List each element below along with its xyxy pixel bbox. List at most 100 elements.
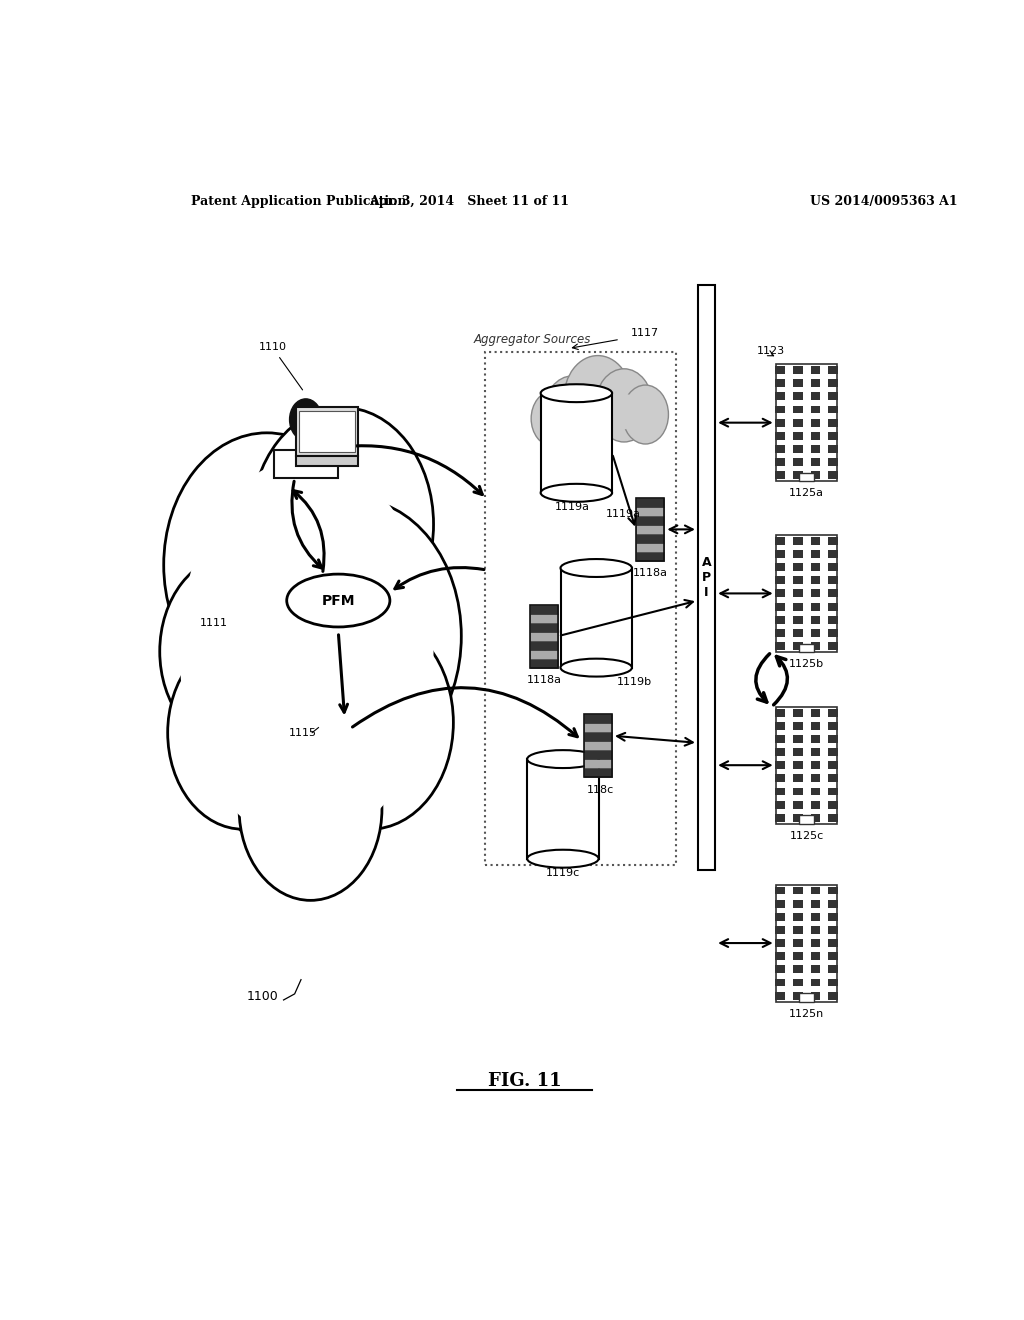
Bar (793, 735, 803, 743)
Bar (775, 762, 784, 770)
Circle shape (563, 355, 632, 444)
Bar (811, 471, 820, 479)
Bar (811, 709, 820, 717)
Bar (811, 445, 820, 453)
Bar (828, 952, 838, 960)
Bar (811, 432, 820, 440)
Bar (811, 900, 820, 908)
Bar (793, 577, 803, 585)
Text: 1111: 1111 (200, 618, 227, 628)
Bar (811, 913, 820, 921)
Bar (529, 605, 558, 668)
Bar (775, 564, 784, 572)
Text: A
P
I: A P I (701, 556, 712, 599)
Bar (775, 628, 784, 636)
Bar (775, 577, 784, 585)
Bar (828, 550, 838, 558)
Bar (811, 458, 820, 466)
Bar (811, 814, 820, 822)
Bar (793, 445, 803, 453)
Ellipse shape (541, 484, 612, 502)
Bar (811, 564, 820, 572)
Bar (775, 952, 784, 960)
Bar (529, 659, 558, 668)
Bar (793, 405, 803, 413)
Bar (828, 445, 838, 453)
Bar (584, 714, 612, 777)
Bar (636, 525, 665, 533)
Bar (636, 498, 665, 561)
Circle shape (160, 554, 310, 748)
Bar (811, 762, 820, 770)
Circle shape (240, 718, 382, 900)
Bar (529, 623, 558, 631)
Bar (793, 418, 803, 426)
Bar (811, 537, 820, 545)
Bar (775, 775, 784, 783)
Bar (811, 978, 820, 986)
Bar (793, 748, 803, 756)
Bar (775, 405, 784, 413)
Bar (793, 366, 803, 374)
Text: 1125b: 1125b (788, 659, 824, 669)
Bar (775, 913, 784, 921)
Bar (828, 887, 838, 895)
Bar (775, 978, 784, 986)
Polygon shape (274, 450, 338, 478)
Bar (793, 550, 803, 558)
Bar (793, 615, 803, 623)
Circle shape (187, 524, 386, 779)
Bar (793, 801, 803, 809)
Bar (636, 543, 665, 552)
Bar (775, 788, 784, 796)
Bar (828, 925, 838, 933)
Bar (828, 735, 838, 743)
Bar (485, 351, 676, 865)
Bar (811, 801, 820, 809)
Bar (828, 603, 838, 611)
Bar (811, 952, 820, 960)
Text: 1118a: 1118a (633, 568, 668, 578)
Circle shape (544, 376, 601, 449)
Bar (828, 748, 838, 756)
Bar (697, 285, 715, 870)
Bar (799, 644, 814, 652)
Text: 1125a: 1125a (790, 488, 824, 499)
Text: 1115: 1115 (289, 727, 316, 738)
Bar (793, 590, 803, 598)
Bar (828, 432, 838, 440)
Bar (775, 814, 784, 822)
Bar (828, 615, 838, 623)
Bar (793, 709, 803, 717)
Bar (793, 788, 803, 796)
Circle shape (247, 499, 461, 774)
Circle shape (595, 368, 652, 442)
Bar (811, 418, 820, 426)
Bar (828, 788, 838, 796)
Bar (828, 913, 838, 921)
Bar (793, 925, 803, 933)
Bar (828, 762, 838, 770)
Bar (828, 722, 838, 730)
Bar (775, 709, 784, 717)
Bar (584, 714, 612, 723)
Ellipse shape (287, 574, 390, 627)
Bar (811, 788, 820, 796)
Text: 1125c: 1125c (790, 830, 823, 841)
Bar (828, 991, 838, 999)
Bar (793, 965, 803, 973)
Bar (811, 925, 820, 933)
Bar (828, 900, 838, 908)
Text: Aggregator Sources: Aggregator Sources (474, 334, 592, 346)
Bar (811, 392, 820, 400)
Bar (296, 457, 358, 466)
Bar (636, 552, 665, 561)
Bar (296, 408, 358, 457)
Bar (811, 642, 820, 649)
Bar (775, 722, 784, 730)
Bar (811, 775, 820, 783)
Text: 1110: 1110 (258, 342, 302, 389)
Bar (828, 590, 838, 598)
Bar (828, 418, 838, 426)
Bar (560, 568, 632, 668)
